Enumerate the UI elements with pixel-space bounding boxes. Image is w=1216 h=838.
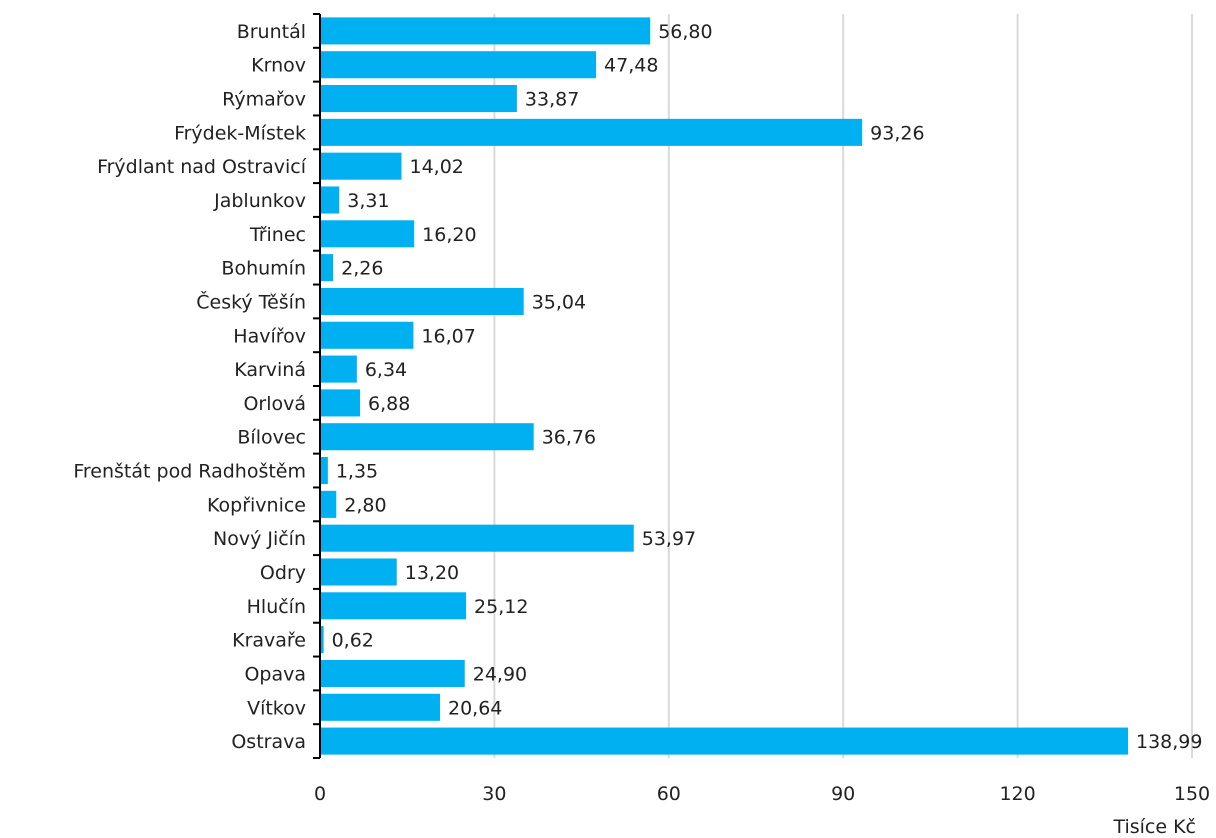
bar-13	[320, 457, 328, 485]
bar-10	[320, 355, 357, 383]
category-label-14: Kopřivnice	[207, 494, 306, 516]
value-label-12: 36,76	[542, 427, 596, 449]
x-axis-ticks: 0 30 60 90 120 150	[314, 783, 1210, 805]
bar-11	[320, 389, 360, 417]
x-tick-label-0: 0	[314, 783, 326, 805]
bar-2	[320, 85, 517, 113]
category-label-7: Bohumín	[221, 258, 306, 280]
bar-6	[320, 220, 415, 248]
value-label-19: 24,90	[473, 663, 527, 685]
value-label-10: 6,34	[365, 359, 407, 381]
x-tick-label-120: 120	[999, 783, 1035, 805]
category-label-0: Bruntál	[237, 21, 306, 43]
x-axis-title: Tisíce Kč	[1112, 816, 1196, 838]
bar-19	[320, 659, 465, 687]
bar-1	[320, 51, 597, 79]
bar-14	[320, 490, 337, 518]
bar-20	[320, 693, 440, 721]
value-label-16: 13,20	[405, 562, 459, 584]
category-label-1: Krnov	[251, 55, 306, 77]
value-label-0: 56,80	[658, 21, 712, 43]
value-label-5: 3,31	[347, 190, 389, 212]
x-tick-label-30: 30	[482, 783, 506, 805]
category-label-12: Bílovec	[237, 427, 306, 449]
value-label-18: 0,62	[332, 630, 374, 652]
value-label-13: 1,35	[336, 461, 378, 483]
x-tick-label-150: 150	[1174, 783, 1210, 805]
bar-3	[320, 118, 863, 146]
value-label-9: 16,07	[421, 325, 475, 347]
x-tick-label-90: 90	[831, 783, 855, 805]
category-label-8: Český Těšín	[196, 289, 306, 313]
category-label-18: Kravaře	[232, 630, 306, 652]
bar-12	[320, 423, 534, 451]
bar-15	[320, 524, 634, 552]
bar-9	[320, 321, 414, 349]
x-tick-label-60: 60	[657, 783, 681, 805]
bar-0	[320, 17, 651, 45]
category-labels: Bruntál Krnov Rýmařov Frýdek-Místek Frýdlant…	[73, 21, 306, 753]
value-label-21: 138,99	[1136, 731, 1202, 753]
category-label-4: Frýdlant nad Ostravicí	[97, 156, 307, 178]
bar-5	[320, 186, 340, 214]
value-label-7: 2,26	[341, 258, 383, 280]
value-label-20: 20,64	[448, 697, 502, 719]
value-label-17: 25,12	[474, 596, 528, 618]
category-label-17: Hlučín	[247, 596, 306, 618]
value-label-4: 14,02	[410, 156, 464, 178]
y-axis	[313, 13, 321, 759]
value-label-6: 16,20	[422, 224, 476, 246]
category-label-6: Třinec	[249, 224, 306, 246]
category-label-3: Frýdek-Místek	[174, 122, 306, 144]
value-label-2: 33,87	[525, 89, 579, 111]
bar-8	[320, 287, 524, 315]
category-label-15: Nový Jičín	[213, 528, 306, 550]
value-label-1: 47,48	[604, 55, 658, 77]
bar-21	[320, 727, 1128, 755]
category-label-21: Ostrava	[231, 731, 306, 753]
category-label-19: Opava	[244, 663, 306, 685]
category-label-11: Orlová	[243, 393, 306, 415]
bar-18	[320, 626, 324, 654]
value-label-11: 6,88	[368, 393, 410, 415]
bar-16	[320, 558, 397, 586]
bar-4	[320, 152, 402, 180]
value-label-3: 93,26	[870, 122, 924, 144]
value-label-8: 35,04	[532, 291, 586, 313]
value-label-15: 53,97	[642, 528, 696, 550]
category-label-2: Rýmařov	[222, 89, 306, 111]
category-label-5: Jablunkov	[213, 190, 306, 212]
category-label-16: Odry	[260, 562, 306, 584]
category-label-20: Vítkov	[247, 697, 306, 719]
category-label-13: Frenštát pod Radhoštěm	[73, 461, 306, 483]
value-label-14: 2,80	[344, 494, 386, 516]
bar-17	[320, 592, 467, 620]
category-label-9: Havířov	[233, 325, 306, 347]
bar-7	[320, 254, 334, 282]
bars	[320, 17, 1128, 755]
category-label-10: Karviná	[234, 359, 306, 381]
